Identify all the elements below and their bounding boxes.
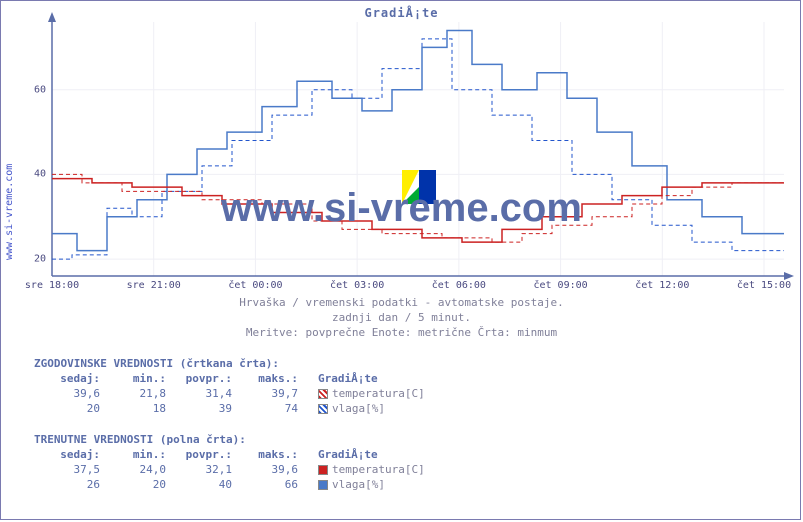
caption-line-2: zadnji dan / 5 minut.: [0, 311, 803, 324]
legend-series-label: temperatura[C]: [318, 386, 425, 401]
x-tick-label: sre 18:00: [25, 280, 79, 291]
y-axis-arrow-icon: [48, 12, 56, 22]
legend-data-row: 26204066vlaga[%]: [34, 477, 425, 492]
legend-heading: TRENUTNE VREDNOSTI (polna črta):: [34, 432, 425, 447]
chart-plot-area: 204060sre 18:00sre 21:00čet 00:00čet 03:…: [52, 22, 784, 276]
x-tick-label: sre 21:00: [127, 280, 181, 291]
legend-heading: ZGODOVINSKE VREDNOSTI (črtkana črta):: [34, 356, 425, 371]
site-logo-icon: [402, 170, 436, 204]
y-tick-label: 60: [34, 84, 46, 95]
legend-data-row: 20183974vlaga[%]: [34, 401, 425, 416]
legend-swatch-icon: [318, 480, 328, 490]
legend-series-label: temperatura[C]: [318, 462, 425, 477]
x-tick-label: čet 15:00: [737, 280, 791, 291]
x-axis-arrow-icon: [784, 272, 794, 280]
side-source-link[interactable]: www.si-vreme.com: [4, 164, 15, 260]
legend-columns-row: sedaj:min.:povpr.:maks.:GradiÅ¡te: [34, 447, 425, 462]
legend-columns-row: sedaj:min.:povpr.:maks.:GradiÅ¡te: [34, 371, 425, 386]
x-tick-label: čet 09:00: [533, 280, 587, 291]
x-tick-label: čet 12:00: [635, 280, 689, 291]
y-tick-label: 20: [34, 254, 46, 265]
legend-historic: ZGODOVINSKE VREDNOSTI (črtkana črta):sed…: [34, 356, 425, 416]
legend-series-label: vlaga[%]: [318, 477, 385, 492]
legend-station: GradiÅ¡te: [318, 371, 378, 386]
legend-swatch-icon: [318, 404, 328, 414]
legend-data-row: 37,524,032,139,6temperatura[C]: [34, 462, 425, 477]
legend-data-row: 39,621,831,439,7temperatura[C]: [34, 386, 425, 401]
chart-title: GradiÅ¡te: [0, 6, 803, 20]
legend-current: TRENUTNE VREDNOSTI (polna črta):sedaj:mi…: [34, 432, 425, 492]
legend-station: GradiÅ¡te: [318, 447, 378, 462]
legend-swatch-icon: [318, 465, 328, 475]
x-tick-label: čet 03:00: [330, 280, 384, 291]
y-tick-label: 40: [34, 169, 46, 180]
x-tick-label: čet 06:00: [432, 280, 486, 291]
chart-svg: [52, 22, 784, 276]
legend-series-label: vlaga[%]: [318, 401, 385, 416]
legend-swatch-icon: [318, 389, 328, 399]
caption-line-3: Meritve: povprečne Enote: metrične Črta:…: [0, 326, 803, 339]
x-tick-label: čet 00:00: [228, 280, 282, 291]
caption-line-1: Hrvaška / vremenski podatki - avtomatske…: [0, 296, 803, 309]
